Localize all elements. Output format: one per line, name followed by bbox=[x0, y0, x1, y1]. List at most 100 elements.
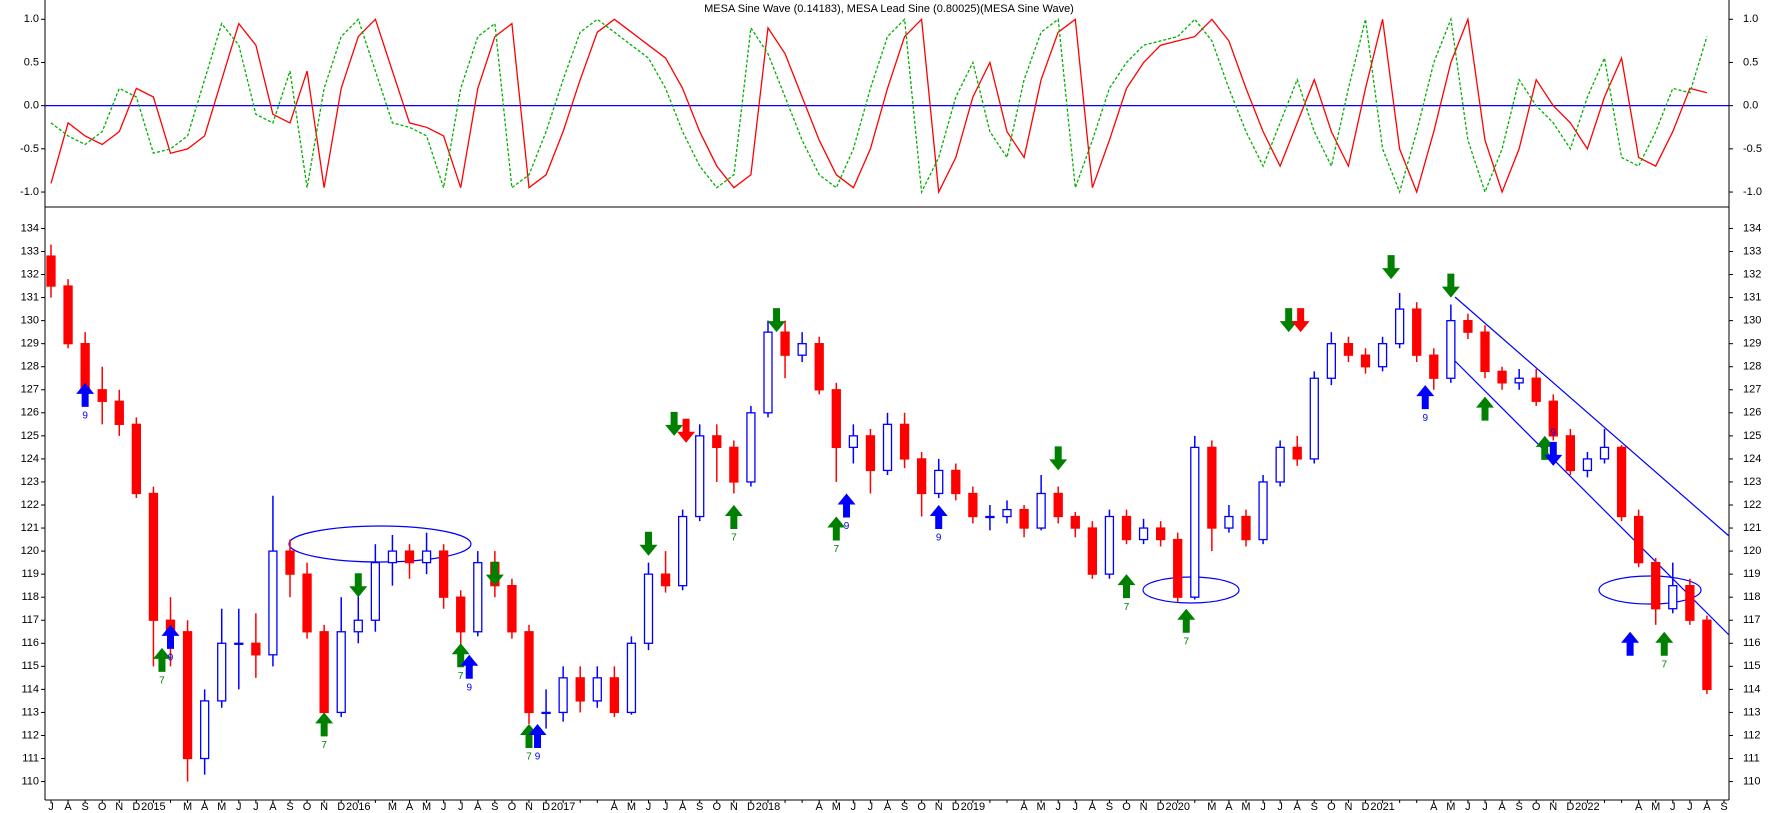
y-tick-label: -0.5 bbox=[20, 143, 39, 155]
y-tick-label: 112 bbox=[1743, 729, 1761, 741]
candle-body bbox=[558, 677, 568, 714]
candle-body bbox=[1121, 515, 1132, 541]
y-tick-label: 120 bbox=[1743, 545, 1761, 557]
y-tick-label: 123 bbox=[21, 476, 39, 488]
candle-body bbox=[387, 550, 398, 564]
x-tick-label: O bbox=[917, 801, 926, 813]
signal-label: 7 bbox=[1124, 602, 1130, 613]
candle-body bbox=[1241, 515, 1251, 541]
y-tick-label: 116 bbox=[1743, 637, 1761, 649]
signal-label: 9 bbox=[82, 410, 88, 421]
candle-body bbox=[746, 412, 756, 483]
candle-body bbox=[46, 255, 56, 287]
y-tick-label: 110 bbox=[1743, 775, 1761, 787]
x-tick-label: N bbox=[1344, 801, 1352, 813]
signal-arrow bbox=[1416, 385, 1435, 410]
signal-arrow bbox=[1117, 574, 1136, 599]
y-tick-label: 131 bbox=[1743, 291, 1761, 303]
x-tick-label: 2015 bbox=[141, 801, 165, 813]
signal-label: 9 bbox=[1422, 413, 1428, 424]
x-tick-label: 2022 bbox=[1575, 801, 1599, 813]
candle-body bbox=[1599, 446, 1610, 460]
x-tick-label: S bbox=[901, 801, 908, 813]
candle-body bbox=[1633, 515, 1644, 564]
candle-body bbox=[1002, 508, 1012, 518]
signal-label: 7 bbox=[321, 740, 327, 751]
x-tick-label: J bbox=[1073, 801, 1079, 813]
y-tick-label: 0.5 bbox=[24, 56, 39, 68]
candle-body bbox=[1548, 400, 1558, 437]
candle-body bbox=[1702, 619, 1712, 691]
candle-body bbox=[1412, 308, 1422, 356]
candle-body bbox=[353, 619, 363, 633]
y-tick-label: 115 bbox=[1743, 660, 1761, 672]
y-tick-label: 110 bbox=[21, 775, 39, 787]
x-tick-label: M bbox=[388, 801, 397, 813]
candle-body bbox=[1053, 492, 1063, 518]
signal-label: 9 bbox=[535, 752, 541, 763]
x-tick-label: J bbox=[851, 801, 857, 813]
candle-body bbox=[234, 642, 244, 645]
candle-body bbox=[626, 642, 637, 714]
signal-label: 7 bbox=[1183, 636, 1189, 647]
y-tick-label: 126 bbox=[21, 407, 39, 419]
y-tick-label: 114 bbox=[1743, 683, 1761, 695]
candle-body bbox=[763, 331, 773, 414]
x-tick-label: A bbox=[816, 801, 824, 813]
candle-body bbox=[1275, 446, 1285, 483]
y-tick-label: 118 bbox=[21, 591, 39, 603]
candle-body bbox=[1036, 492, 1046, 529]
y-tick-label: 112 bbox=[21, 729, 39, 741]
ellipse-annotation bbox=[1598, 575, 1702, 605]
candle-body bbox=[1377, 343, 1388, 368]
candle-body bbox=[97, 389, 107, 402]
x-tick-label: J bbox=[1670, 801, 1676, 813]
candle-body bbox=[114, 400, 124, 425]
x-tick-label: M bbox=[1037, 801, 1046, 813]
x-tick-label: N bbox=[935, 801, 943, 813]
y-tick-label: -1.0 bbox=[1743, 186, 1762, 198]
y-tick-label: -1.0 bbox=[20, 186, 39, 198]
x-tick-label: D bbox=[132, 801, 140, 813]
x-tick-label: A bbox=[1635, 801, 1643, 813]
candle-body bbox=[148, 492, 159, 621]
candle-body bbox=[1343, 343, 1354, 356]
y-tick-label: 130 bbox=[1743, 315, 1761, 327]
x-tick-label: J bbox=[1465, 801, 1471, 813]
y-tick-label: 123 bbox=[1743, 476, 1761, 488]
x-tick-label: J bbox=[1482, 801, 1488, 813]
y-tick-label: 111 bbox=[1743, 752, 1760, 764]
candle-body bbox=[951, 469, 961, 495]
y-tick-label: 121 bbox=[1743, 522, 1761, 534]
x-tick-label: A bbox=[1430, 801, 1438, 813]
y-tick-label: 119 bbox=[1743, 568, 1761, 580]
candle-body bbox=[1531, 377, 1541, 402]
candle-body bbox=[934, 469, 944, 495]
x-tick-label: A bbox=[611, 801, 619, 813]
candle-body bbox=[1616, 446, 1627, 518]
x-tick-label: J bbox=[1055, 801, 1061, 813]
x-tick-label: S bbox=[491, 801, 498, 813]
signal-arrow bbox=[767, 308, 786, 333]
y-tick-label: 126 bbox=[1743, 407, 1761, 419]
x-tick-label: M bbox=[1651, 801, 1660, 813]
x-tick-label: M bbox=[832, 801, 841, 813]
candle-body bbox=[985, 515, 995, 519]
x-tick-label: J bbox=[441, 801, 447, 813]
y-tick-label: 134 bbox=[1743, 222, 1761, 234]
x-tick-label: M bbox=[422, 801, 431, 813]
candle-body bbox=[1138, 527, 1149, 541]
x-tick-label: O bbox=[508, 801, 517, 813]
x-tick-label: O bbox=[1122, 801, 1131, 813]
y-tick-label: 133 bbox=[1743, 245, 1761, 257]
y-tick-label: 0.0 bbox=[1743, 100, 1758, 112]
candle-body bbox=[1394, 308, 1405, 345]
candle-body bbox=[438, 550, 449, 598]
candle-body bbox=[507, 585, 517, 633]
y-tick-label: 124 bbox=[21, 453, 39, 465]
candle-body bbox=[1463, 319, 1473, 333]
x-tick-label: 2019 bbox=[961, 801, 985, 813]
candle-body bbox=[1155, 527, 1166, 541]
candle-body bbox=[63, 285, 73, 345]
candle-body bbox=[319, 631, 329, 714]
